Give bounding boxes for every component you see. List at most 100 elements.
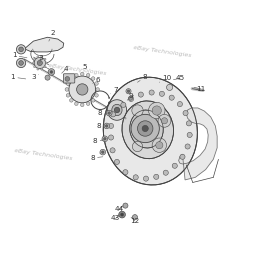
- Circle shape: [119, 211, 125, 218]
- Circle shape: [50, 71, 53, 73]
- Circle shape: [41, 68, 43, 70]
- Circle shape: [75, 74, 78, 77]
- Circle shape: [133, 175, 138, 180]
- Circle shape: [163, 170, 168, 175]
- Circle shape: [128, 96, 134, 102]
- Circle shape: [100, 149, 106, 155]
- Circle shape: [159, 91, 164, 96]
- Text: 5: 5: [80, 64, 87, 72]
- Circle shape: [187, 132, 192, 137]
- Circle shape: [167, 84, 173, 90]
- Circle shape: [95, 94, 98, 97]
- Circle shape: [102, 151, 104, 153]
- Polygon shape: [24, 37, 64, 52]
- Circle shape: [154, 174, 159, 179]
- Circle shape: [86, 102, 90, 105]
- Text: 2: 2: [49, 30, 55, 41]
- Text: eBay Technologies: eBay Technologies: [48, 63, 106, 76]
- Circle shape: [127, 90, 130, 93]
- Circle shape: [16, 45, 26, 54]
- Circle shape: [45, 62, 47, 64]
- Circle shape: [34, 57, 45, 69]
- Circle shape: [69, 76, 96, 103]
- Circle shape: [126, 89, 131, 94]
- Circle shape: [102, 136, 108, 142]
- Text: 8: 8: [137, 74, 148, 82]
- Circle shape: [91, 77, 95, 80]
- Circle shape: [91, 98, 95, 102]
- Circle shape: [75, 102, 78, 105]
- Circle shape: [149, 90, 154, 95]
- Text: eBay Technologies: eBay Technologies: [133, 45, 191, 58]
- Circle shape: [104, 137, 106, 140]
- Circle shape: [80, 72, 84, 76]
- Ellipse shape: [103, 77, 197, 185]
- Circle shape: [156, 142, 163, 149]
- Text: 43: 43: [111, 215, 120, 222]
- Text: 7: 7: [111, 87, 118, 94]
- Circle shape: [48, 69, 55, 75]
- Circle shape: [86, 74, 90, 77]
- Circle shape: [138, 92, 143, 97]
- Circle shape: [183, 111, 188, 116]
- Circle shape: [80, 103, 84, 107]
- Text: 44: 44: [115, 206, 124, 213]
- Ellipse shape: [122, 101, 173, 159]
- Text: 1: 1: [12, 52, 27, 58]
- Circle shape: [77, 84, 88, 95]
- Circle shape: [132, 105, 143, 116]
- Circle shape: [37, 56, 39, 58]
- Circle shape: [158, 114, 171, 127]
- Text: 10: 10: [159, 75, 172, 82]
- Circle shape: [169, 95, 174, 100]
- Circle shape: [143, 176, 149, 181]
- Circle shape: [110, 148, 115, 153]
- Circle shape: [70, 77, 73, 80]
- Text: 11: 11: [194, 86, 205, 92]
- Circle shape: [19, 47, 23, 52]
- Circle shape: [66, 82, 70, 85]
- Circle shape: [142, 125, 148, 132]
- Circle shape: [114, 159, 120, 164]
- Circle shape: [172, 163, 177, 168]
- Text: 1: 1: [11, 74, 26, 80]
- Circle shape: [149, 102, 165, 119]
- Text: 6: 6: [93, 77, 100, 84]
- Circle shape: [65, 77, 70, 81]
- Circle shape: [32, 62, 34, 64]
- Circle shape: [131, 114, 159, 143]
- Circle shape: [41, 56, 43, 58]
- Text: 8: 8: [93, 138, 104, 144]
- Circle shape: [70, 98, 73, 102]
- Circle shape: [115, 107, 120, 113]
- Circle shape: [44, 66, 46, 68]
- Circle shape: [108, 102, 110, 103]
- FancyBboxPatch shape: [63, 74, 75, 83]
- Circle shape: [186, 121, 191, 126]
- Circle shape: [128, 96, 133, 100]
- Circle shape: [19, 61, 23, 65]
- Circle shape: [34, 66, 36, 68]
- Ellipse shape: [130, 110, 163, 148]
- Circle shape: [132, 215, 137, 220]
- Circle shape: [177, 102, 182, 107]
- Circle shape: [16, 58, 26, 68]
- Circle shape: [105, 125, 108, 127]
- Circle shape: [111, 112, 116, 117]
- Circle shape: [108, 135, 114, 140]
- Text: 8: 8: [98, 110, 108, 116]
- Ellipse shape: [112, 104, 122, 116]
- Circle shape: [132, 141, 143, 152]
- Circle shape: [114, 107, 120, 113]
- Circle shape: [65, 88, 69, 91]
- Text: 4: 4: [62, 66, 68, 73]
- Circle shape: [121, 213, 124, 216]
- Circle shape: [37, 68, 39, 70]
- Circle shape: [34, 58, 36, 60]
- Circle shape: [104, 123, 109, 129]
- Circle shape: [152, 138, 167, 152]
- Circle shape: [108, 112, 111, 114]
- Circle shape: [37, 60, 42, 66]
- Circle shape: [95, 82, 98, 85]
- Text: 8: 8: [90, 155, 103, 161]
